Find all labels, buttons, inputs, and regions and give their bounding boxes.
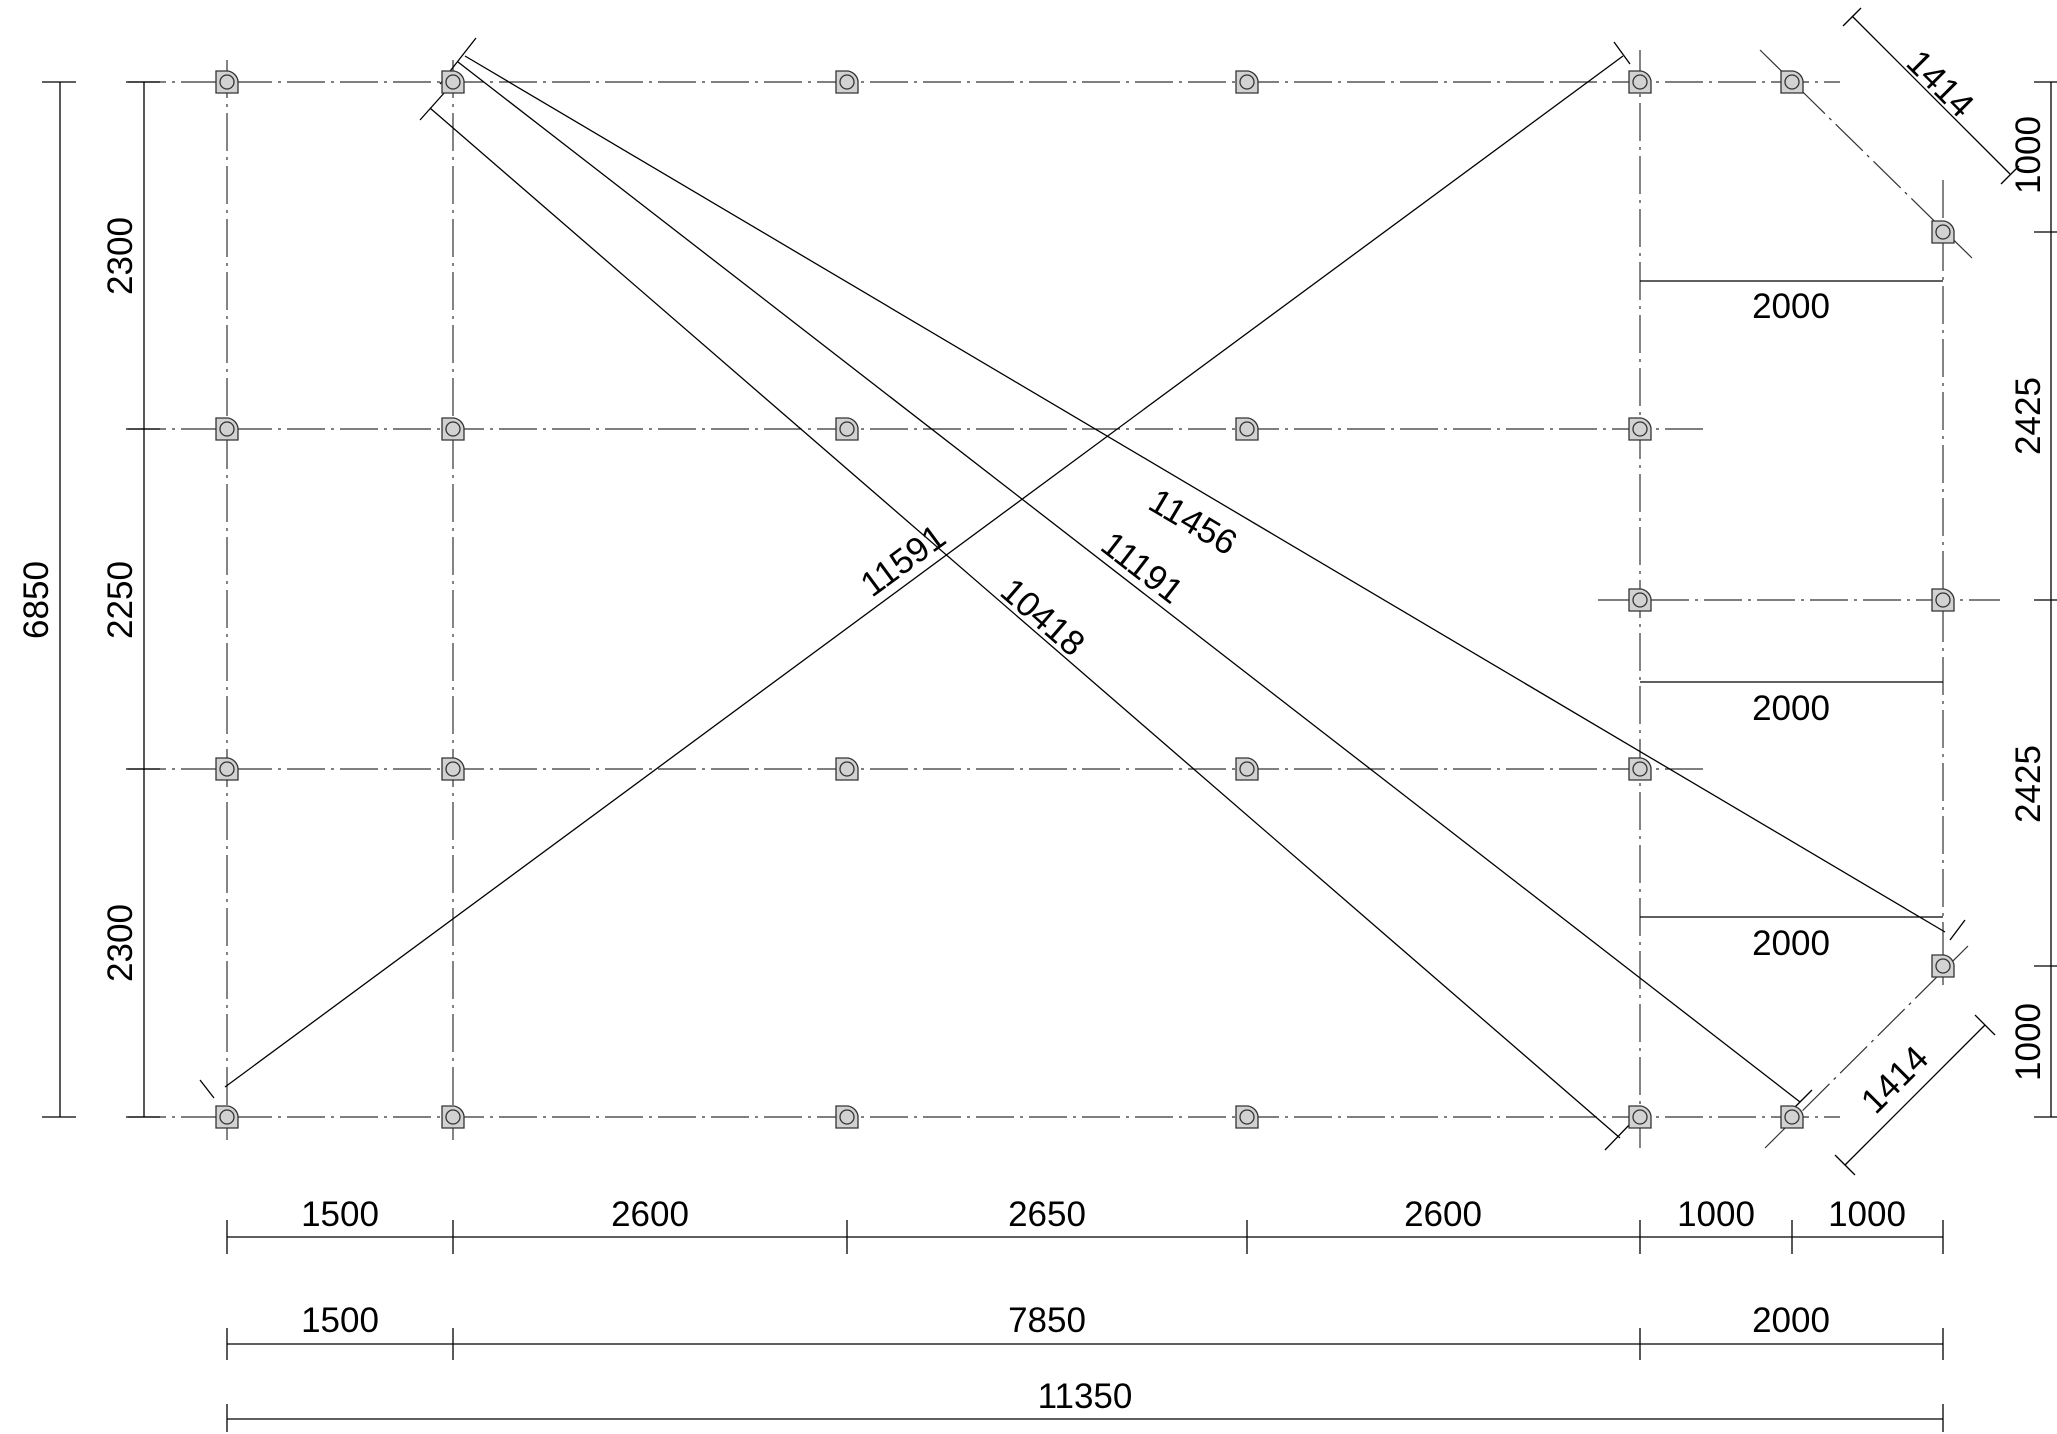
post-marker [1235, 417, 1259, 441]
bottom-row1-label: 1000 [1677, 1195, 1755, 1234]
post-marker [1235, 757, 1259, 781]
post-marker [215, 417, 239, 441]
bottom-row2-label: 1500 [301, 1301, 379, 1340]
post-marker [835, 1105, 859, 1129]
diagonal-line-d3 [457, 61, 1801, 1103]
post-marker [1931, 588, 1955, 612]
overall-height-label: 6850 [17, 561, 56, 639]
post-markers [215, 70, 1955, 1129]
post-marker [1235, 70, 1259, 94]
post-marker [441, 1105, 465, 1129]
diagonal-d3-label: 11191 [1094, 524, 1191, 611]
bottom-row2-label: 7850 [1008, 1301, 1086, 1340]
chamfer-bottom-dimension-line [1844, 1024, 1986, 1166]
bottom-row1-label: 2600 [611, 1195, 689, 1234]
right-dimension-lines [2034, 81, 2057, 1118]
chamfer-dimensions [1834, 7, 2020, 1176]
grid-chamfer-bottom [1764, 945, 1969, 1149]
post-marker [835, 417, 859, 441]
diagonal-tick [1604, 1121, 1633, 1151]
left-segment-label: 2300 [101, 217, 140, 295]
post-marker [441, 757, 465, 781]
chamfer-tick [1974, 1014, 1996, 1036]
post-marker [1931, 220, 1955, 244]
post-marker [441, 70, 465, 94]
diagonal-tick [1949, 919, 1966, 941]
post-marker [1780, 70, 1804, 94]
left-dimension-lines [42, 81, 160, 1118]
post-marker [835, 70, 859, 94]
post-marker [215, 757, 239, 781]
right-segment-label: 1000 [2009, 116, 2048, 194]
left-segment-label: 2300 [101, 904, 140, 982]
chamfer-bottom-label: 1414 [1854, 1039, 1937, 1122]
right-segment-label: 2425 [2009, 377, 2048, 455]
post-marker [1628, 588, 1652, 612]
right-segment-label: 2425 [2009, 745, 2048, 823]
post-marker [215, 70, 239, 94]
bottom-row2-label: 2000 [1752, 1301, 1830, 1340]
post-marker [1628, 1105, 1652, 1129]
post-marker [1931, 954, 1955, 978]
bottom-row1-label: 2600 [1404, 1195, 1482, 1234]
diagonal-tick [1613, 41, 1631, 65]
right-segment-label: 1000 [2009, 1003, 2048, 1081]
diagonal-d2-label: 10418 [993, 571, 1092, 664]
post-marker [1235, 1105, 1259, 1129]
diagonal-tick [199, 1079, 215, 1099]
inner-dimension-label: 2000 [1752, 689, 1830, 728]
post-marker [1780, 1105, 1804, 1129]
overall-width-label: 11350 [1038, 1377, 1133, 1416]
bottom-row1-label: 2650 [1008, 1195, 1086, 1234]
chamfer-tick [1842, 7, 1862, 27]
inner-dimension-lines [1640, 280, 1943, 918]
post-marker [1628, 70, 1652, 94]
left-segment-label: 2250 [101, 561, 140, 639]
diagonal-tick [419, 91, 446, 121]
chamfer-top-dimension-line [1851, 15, 2011, 175]
post-marker [835, 757, 859, 781]
post-marker [215, 1105, 239, 1129]
diagonal-line-d1 [224, 55, 1624, 1088]
chamfer-tick [1834, 1154, 1856, 1176]
diagonal-d4-label: 11456 [1142, 481, 1243, 563]
bottom-dimension-lines [226, 1220, 1944, 1432]
dimension-labels: 6850 2300 2250 2300 1000 2425 2425 1000 … [17, 43, 2048, 1416]
chamfer-top-label: 1414 [1899, 43, 1982, 126]
inner-dimension-label: 2000 [1752, 287, 1830, 326]
bottom-row1-label: 1000 [1828, 1195, 1906, 1234]
post-marker [1628, 757, 1652, 781]
chamfer-tick [2000, 165, 2020, 185]
grid-lines [128, 49, 2000, 1150]
diagonal-lines [199, 37, 1966, 1151]
inner-dimension-label: 2000 [1752, 924, 1830, 963]
post-marker [441, 417, 465, 441]
post-marker [1628, 417, 1652, 441]
bottom-row1-label: 1500 [301, 1195, 379, 1234]
diagonal-line-d2 [429, 107, 1621, 1139]
diagonal-line-d4 [464, 55, 1946, 933]
